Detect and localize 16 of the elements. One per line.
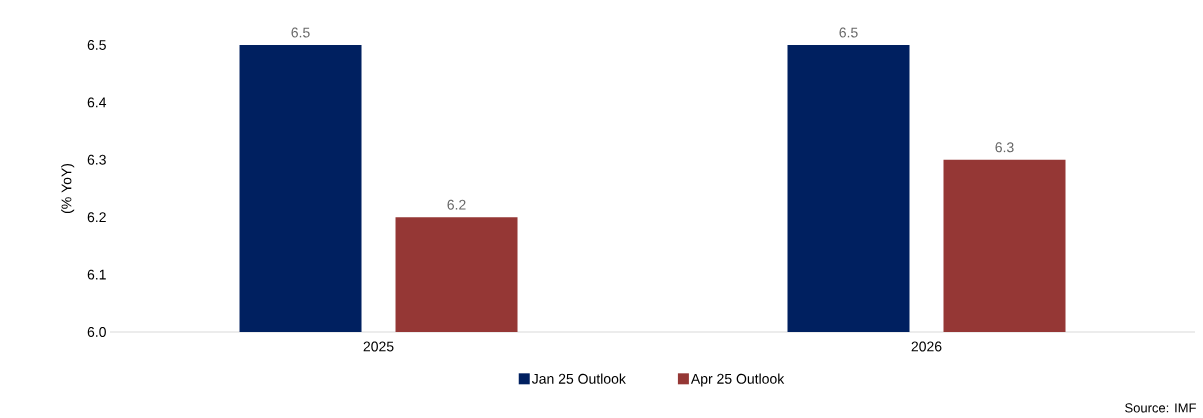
y-tick-label: 6.4: [87, 97, 107, 108]
data-label: 6.5: [291, 27, 310, 38]
legend-label: Jan 25 Outlook: [531, 373, 626, 384]
data-label: 6.3: [995, 142, 1014, 153]
y-axis-title: (% YoY): [61, 163, 75, 214]
y-tick-label: 6.5: [87, 40, 106, 50]
source-note: Source: IMF: [1125, 403, 1196, 413]
y-tick-label: 6.3: [87, 154, 106, 165]
data-label: 6.5: [839, 27, 858, 38]
y-tick-label: 6.0: [87, 327, 106, 337]
y-tick-label: 6.2: [87, 212, 106, 223]
y-tick-label: 6.1: [87, 269, 106, 280]
data-label: 6.2: [447, 199, 466, 210]
x-tick-label: 2025: [363, 341, 394, 352]
legend-label: Apr 25 Outlook: [690, 373, 785, 387]
x-tick-label: 2026: [911, 341, 942, 352]
